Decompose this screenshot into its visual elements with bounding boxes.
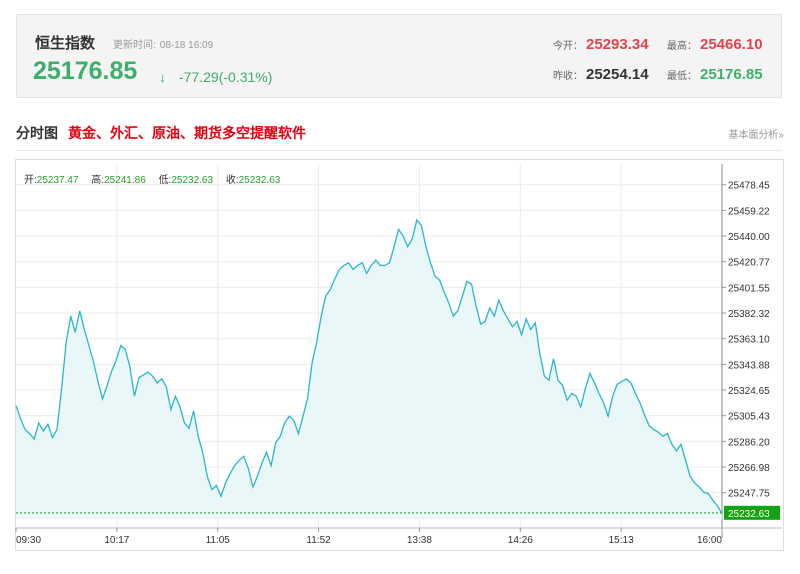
prev-close-stat: 昨收： 25254.14 — [553, 66, 649, 83]
current-price-tag — [724, 505, 780, 520]
x-tick-label: 11:05 — [206, 535, 231, 546]
update-label: 更新时间: — [113, 40, 156, 51]
x-tick-label: 11:52 — [306, 535, 331, 546]
update-time-value: 08-18 16:09 — [159, 40, 214, 51]
current-price-label: 25232.63 — [728, 509, 770, 520]
x-tick-label: 10:17 — [104, 535, 129, 546]
ohlc-close-value: 25232.63 — [238, 175, 281, 186]
y-tick-label: 25286.20 — [728, 437, 770, 448]
y-tick-label: 25343.88 — [728, 360, 770, 371]
section-divider — [16, 150, 782, 151]
prev-close-label: 昨收： — [553, 71, 583, 82]
open-stat: 今开： 25293.34 — [553, 36, 649, 53]
section-title: 分时图 — [16, 125, 58, 141]
prev-close-value: 25254.14 — [586, 66, 649, 83]
high-stat: 最高： 25466.10 — [667, 36, 763, 53]
open-label: 今开： — [553, 41, 583, 52]
y-tick-label: 25363.10 — [728, 335, 770, 346]
ohlc-low-value: 25232.63 — [171, 175, 214, 186]
promo-link[interactable]: 黄金、外汇、原油、期货多空提醒软件 — [68, 125, 306, 141]
x-tick-label: 09:30 — [16, 535, 41, 546]
x-tick-label: 16:00 — [697, 535, 722, 546]
update-time: 更新时间: 08-18 16:09 — [113, 36, 213, 51]
index-name: 恒生指数 — [35, 35, 96, 52]
ohlc-high-value: 25241.86 — [104, 175, 146, 186]
ohlc-readout: 开:25237.47 高:25241.86 低:25232.63 收:25232… — [24, 171, 290, 186]
current-price: 25176.85 — [33, 57, 138, 85]
y-tick-label: 25247.75 — [728, 489, 770, 500]
price-line — [15, 218, 723, 515]
ohlc-high-label: 高: — [91, 175, 105, 186]
price-change: -77.29(-0.31%) — [179, 69, 273, 85]
ohlc-close-label: 收: — [225, 175, 239, 186]
y-tick-label: 25401.55 — [728, 283, 770, 294]
quote-panel: 恒生指数 更新时间: 08-18 16:09 25176.85 ↓ -77.29(… — [16, 14, 782, 98]
x-tick-label: 15:13 — [609, 535, 634, 546]
price-area — [16, 220, 722, 519]
ohlc-open-value: 25237.47 — [36, 175, 79, 186]
x-tick-label: 14:26 — [508, 535, 533, 546]
high-label: 最高： — [667, 41, 697, 52]
y-tick-label: 25382.32 — [728, 309, 770, 320]
y-tick-label: 25305.43 — [728, 412, 770, 423]
fundamental-analysis-link[interactable]: 基本面分析» — [728, 130, 784, 141]
y-tick-label: 25459.22 — [728, 206, 770, 217]
ohlc-low-label: 低: — [158, 175, 172, 186]
high-value: 25466.10 — [700, 36, 763, 53]
y-tick-label: 25324.65 — [728, 386, 770, 397]
low-value: 25176.85 — [700, 66, 763, 83]
low-label: 最低： — [667, 71, 697, 82]
y-tick-label: 25266.98 — [728, 463, 770, 474]
y-tick-label: 25440.00 — [728, 232, 770, 243]
x-tick-label: 13:38 — [407, 535, 432, 546]
low-stat: 最低： 25176.85 — [667, 66, 763, 83]
y-tick-label: 25478.45 — [728, 181, 770, 192]
open-value: 25293.34 — [586, 36, 649, 53]
ohlc-open-label: 开: — [24, 175, 37, 186]
y-tick-label: 25420.77 — [728, 258, 770, 269]
down-arrow-icon: ↓ — [159, 69, 166, 85]
